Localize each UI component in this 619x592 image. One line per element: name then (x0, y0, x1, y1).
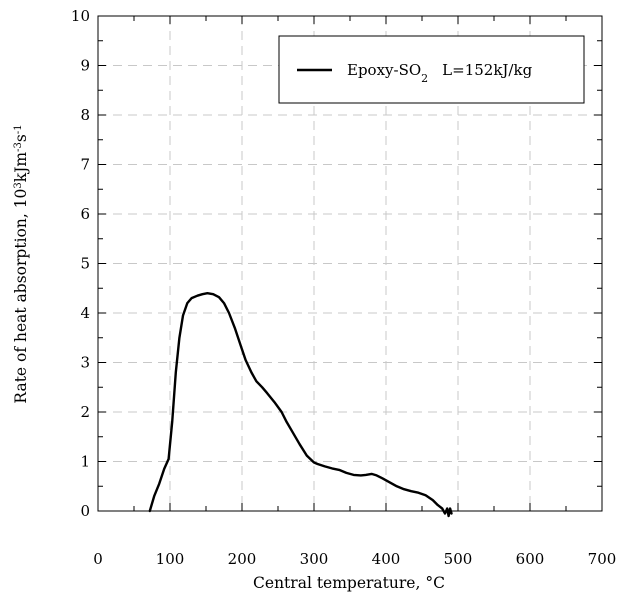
y-axis-label-unit: s (12, 134, 30, 142)
x-tick-label: 0 (93, 550, 103, 568)
y-tick-label: 4 (80, 304, 90, 322)
legend-entry-subscript: 2 (421, 72, 428, 85)
y-axis-label-sup: -1 (13, 124, 24, 134)
x-tick-label: 500 (444, 550, 473, 568)
axis-ticks (97, 15, 603, 512)
y-tick-label: 0 (80, 502, 90, 520)
y-tick-label: 7 (80, 156, 90, 174)
y-axis-label-sup: -3 (13, 142, 24, 152)
y-tick-label: 10 (71, 7, 90, 25)
y-tick-label: 6 (80, 205, 90, 223)
x-tick-label: 100 (156, 550, 185, 568)
x-tick-label: 200 (228, 550, 257, 568)
x-tick-label: 600 (516, 550, 545, 568)
y-tick-label: 9 (80, 57, 90, 75)
legend-entry-latent-heat: L=152kJ/kg (442, 61, 532, 79)
x-tick-label: 700 (588, 550, 617, 568)
legend-entry-name: Epoxy-SO (347, 61, 421, 79)
y-tick-label: 3 (80, 354, 90, 372)
y-tick-label: 5 (80, 255, 90, 273)
y-tick-label: 8 (80, 106, 90, 124)
y-axis-label: Rate of heat absorption, 103kJm-3s-1 (12, 124, 30, 403)
y-axis-label-main: Rate of heat absorption, 10 (12, 189, 30, 404)
series-layer (148, 292, 453, 518)
x-tick-labels: 0 100 200 300 400 500 600 700 (93, 550, 616, 568)
x-axis-label: Central temperature, °C (253, 574, 445, 592)
y-tick-labels: 0 1 2 3 4 5 6 7 8 9 10 (71, 7, 90, 520)
y-axis-label-unit: kJm (12, 152, 30, 183)
legend-entry-label: Epoxy-SO2 L=152kJ/kg (347, 61, 533, 85)
series-line (148, 292, 453, 518)
y-tick-label: 1 (80, 453, 90, 471)
legend: Epoxy-SO2 L=152kJ/kg (278, 35, 585, 104)
y-tick-label: 2 (80, 403, 90, 421)
x-tick-label: 300 (300, 550, 329, 568)
x-tick-label: 400 (372, 550, 401, 568)
y-axis-label-sup: 3 (13, 182, 24, 188)
